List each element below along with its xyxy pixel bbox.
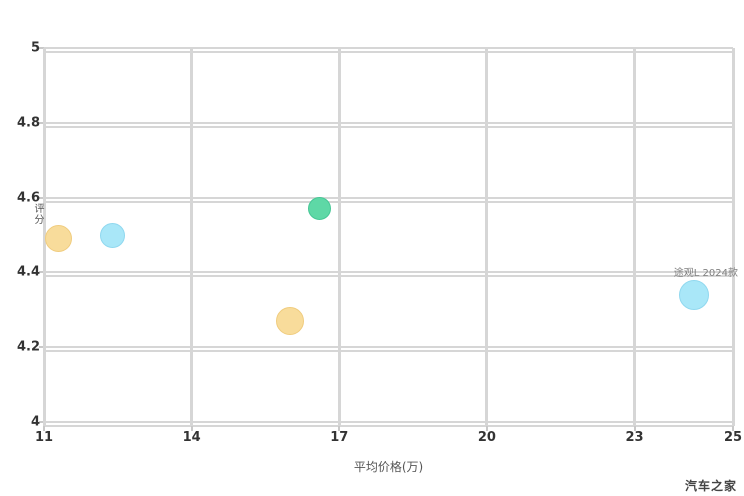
data-bubble-2[interactable]: [100, 222, 126, 248]
gridline-x-25: [731, 48, 735, 426]
gridline-y-4.6: [44, 196, 733, 199]
gridline-y-5: [44, 47, 733, 49]
x-tick-label-11: 11: [34, 430, 54, 445]
y-tick-5: [39, 47, 44, 49]
y-tick-4.8: [39, 121, 44, 124]
gridline-y-4.8-twin: [44, 125, 733, 128]
autohome-watermark: 汽车之家: [684, 479, 737, 493]
gridline-y-4.6-twin: [44, 200, 733, 203]
x-tick-11: [43, 426, 45, 431]
x-axis-title: 平均价格(万): [353, 460, 424, 474]
y-tick-4: [39, 421, 44, 423]
y-tick-4.2: [39, 346, 44, 349]
x-tick-label-17: 17: [330, 430, 349, 445]
bubble-annotation-label: 途观L 2024款: [673, 267, 738, 279]
gridline-x-11: [42, 48, 46, 426]
gridline-y-4.8: [44, 121, 733, 124]
x-tick-label-14: 14: [182, 430, 201, 445]
x-tick-14: [190, 426, 193, 431]
data-bubble-1[interactable]: [45, 225, 73, 253]
gridline-y-4.4: [44, 271, 733, 274]
x-tick-20: [485, 426, 488, 431]
y-tick-label-5: 5: [30, 40, 40, 56]
x-tick-label-23: 23: [625, 430, 644, 445]
x-tick-17: [338, 426, 341, 431]
gridline-y-4: [44, 421, 733, 423]
y-tick-4.6: [39, 196, 44, 199]
gridline-y-4.2-twin: [44, 350, 733, 353]
data-bubble-5[interactable]: [678, 279, 709, 310]
y-tick-label-4.4: 4.4: [16, 264, 40, 280]
gridline-y-5-twin: [44, 51, 733, 53]
data-bubble-4[interactable]: [276, 307, 305, 336]
x-tick-23: [633, 426, 636, 431]
gridline-x-20: [485, 48, 489, 426]
gridline-y-4-twin: [44, 425, 733, 427]
y-tick-label-4: 4: [30, 414, 40, 430]
y-axis-title: 评分: [32, 203, 43, 225]
x-tick-25: [732, 426, 734, 431]
gridline-y-4.4-twin: [44, 275, 733, 278]
gridline-x-14: [190, 48, 194, 426]
y-tick-label-4.6: 4.6: [16, 190, 40, 206]
data-bubble-3[interactable]: [308, 197, 332, 221]
y-tick-label-4.8: 4.8: [16, 115, 40, 131]
x-tick-label-25: 25: [723, 430, 743, 445]
y-tick-4.4: [39, 271, 44, 274]
gridline-y-4.2: [44, 346, 733, 349]
gridline-x-23: [633, 48, 637, 426]
y-tick-label-4.2: 4.2: [16, 339, 40, 355]
x-tick-label-20: 20: [477, 430, 496, 445]
gridline-x-17: [337, 48, 341, 426]
